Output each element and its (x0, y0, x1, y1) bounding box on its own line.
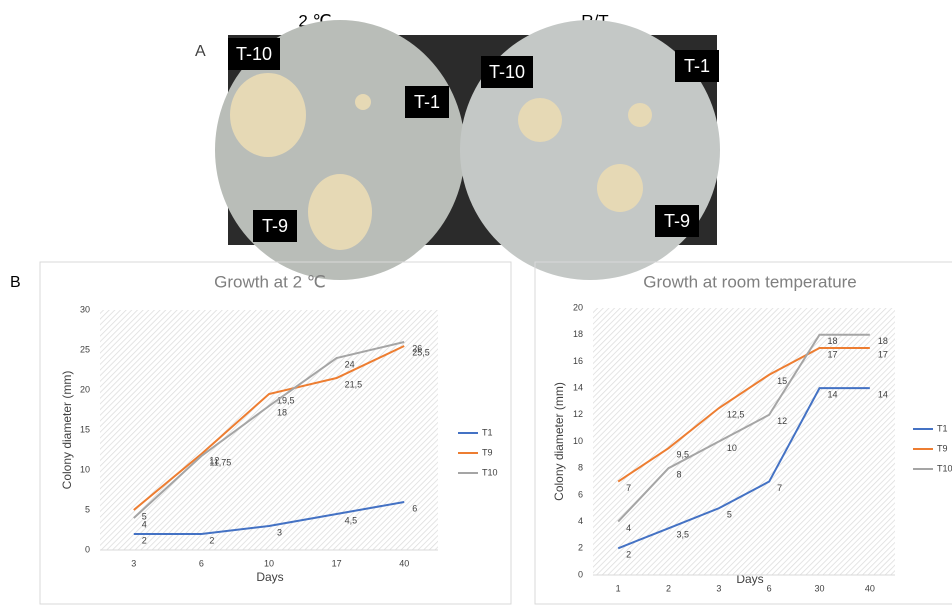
x-tick-label: 6 (199, 558, 204, 568)
y-tick-label: 0 (578, 569, 583, 579)
y-tick-label: 20 (573, 302, 583, 312)
data-label: 17 (828, 349, 838, 359)
x-axis-title: Days (256, 570, 283, 584)
data-label: 17 (878, 349, 888, 359)
plate-label: T-1 (684, 56, 710, 76)
data-label: 2 (142, 535, 147, 545)
y-tick-label: 2 (578, 543, 583, 553)
data-label: 18 (277, 407, 287, 417)
data-label: 7 (626, 483, 631, 493)
y-tick-label: 15 (80, 424, 90, 434)
data-label: 18 (878, 336, 888, 346)
data-label: 21,5 (345, 379, 363, 389)
data-label: 2 (626, 550, 631, 560)
data-label: 11,75 (209, 457, 231, 467)
x-tick-label: 40 (399, 558, 409, 568)
x-tick-label: 2 (666, 583, 671, 593)
legend-label: T9 (937, 443, 948, 453)
legend-label: T10 (937, 463, 952, 473)
x-tick-label: 1 (616, 583, 621, 593)
y-tick-label: 20 (80, 384, 90, 394)
y-tick-label: 14 (573, 382, 583, 392)
data-label: 19,5 (277, 395, 295, 405)
x-tick-label: 30 (814, 583, 824, 593)
x-tick-label: 6 (767, 583, 772, 593)
y-tick-label: 10 (573, 436, 583, 446)
plate-label: T-1 (414, 92, 440, 112)
y-tick-label: 25 (80, 344, 90, 354)
y-axis-title: Colony diameter (mm) (552, 382, 566, 501)
y-axis-title: Colony diameter (mm) (60, 371, 74, 490)
data-label: 3 (277, 527, 282, 537)
panel-label: B (10, 274, 21, 291)
y-tick-label: 30 (80, 304, 90, 314)
plate-label: T-10 (489, 62, 525, 82)
y-tick-label: 12 (573, 409, 583, 419)
y-tick-label: 16 (573, 356, 583, 366)
legend-label: T1 (482, 427, 493, 437)
data-label: 12,5 (727, 410, 745, 420)
panel-label: A (195, 43, 206, 60)
data-label: 3,5 (677, 530, 690, 540)
plate-label: T-9 (262, 216, 288, 236)
legend-label: T10 (482, 467, 498, 477)
y-tick-label: 10 (80, 464, 90, 474)
x-tick-label: 40 (865, 583, 875, 593)
x-tick-label: 3 (131, 558, 136, 568)
data-label: 18 (828, 336, 838, 346)
data-label: 8 (677, 470, 682, 480)
x-tick-label: 3 (716, 583, 721, 593)
chart-title: Growth at 2 ℃ (214, 272, 326, 291)
data-label: 26 (412, 343, 422, 353)
data-label: 15 (777, 376, 787, 386)
data-label: 24 (345, 359, 355, 369)
chart-title: Growth at room temperature (643, 272, 857, 291)
y-tick-label: 4 (578, 516, 583, 526)
x-axis-title: Days (736, 572, 763, 586)
y-tick-label: 8 (578, 463, 583, 473)
y-tick-label: 18 (573, 329, 583, 339)
data-label: 4 (626, 523, 631, 533)
x-tick-label: 17 (332, 558, 342, 568)
data-label: 12 (777, 416, 787, 426)
data-label: 6 (412, 503, 417, 513)
x-tick-label: 10 (264, 558, 274, 568)
data-label: 7 (777, 483, 782, 493)
y-tick-label: 6 (578, 489, 583, 499)
plate-label: T-10 (236, 44, 272, 64)
data-label: 2 (209, 535, 214, 545)
data-label: 4,5 (345, 515, 358, 525)
data-label: 14 (828, 389, 838, 399)
figure: A 2 ℃ R/T T-10 T-1 T-9 T-10 T-1 T-9 B Gr… (0, 0, 952, 605)
legend-label: T9 (482, 447, 493, 457)
data-label: 5 (727, 510, 732, 520)
legend-label: T1 (937, 423, 948, 433)
data-label: 10 (727, 443, 737, 453)
y-tick-label: 5 (85, 504, 90, 514)
data-label: 14 (878, 389, 888, 399)
plate-label: T-9 (664, 211, 690, 231)
y-tick-label: 0 (85, 544, 90, 554)
data-label: 4 (142, 519, 147, 529)
